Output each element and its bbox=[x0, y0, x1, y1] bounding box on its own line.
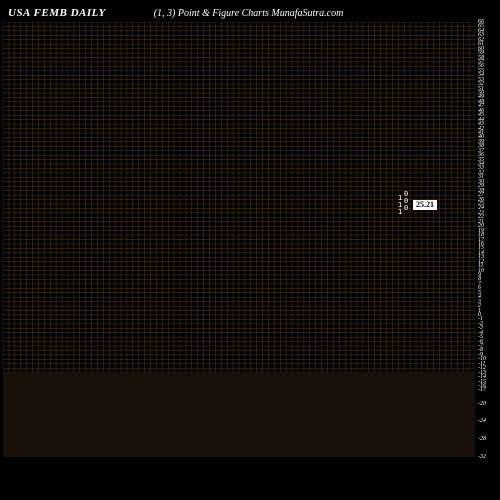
pf-symbol: 1 bbox=[398, 209, 402, 216]
y-tick-label: -28 bbox=[478, 436, 486, 442]
pf-symbol: 0 bbox=[404, 205, 408, 212]
chart-grid bbox=[3, 22, 475, 457]
title-left: USA FEMB DAILY bbox=[8, 7, 106, 19]
chart-area: 111000 25.21 bbox=[3, 22, 475, 457]
y-tick-label: -32 bbox=[478, 454, 486, 460]
pf-column: 111 bbox=[398, 195, 402, 216]
y-tick-label: -17 bbox=[478, 387, 486, 393]
current-price-box: 25.21 bbox=[413, 200, 437, 210]
title-center: (1, 3) Point & Figure Charts MunafaSutra… bbox=[154, 8, 344, 19]
chart-header: USA FEMB DAILY (1, 3) Point & Figure Cha… bbox=[0, 4, 500, 22]
pf-column: 000 bbox=[404, 191, 408, 212]
y-tick-label: -24 bbox=[478, 418, 486, 424]
y-axis: 6665646362616059585756555453525150494847… bbox=[478, 22, 498, 457]
y-tick-label: -20 bbox=[478, 401, 486, 407]
